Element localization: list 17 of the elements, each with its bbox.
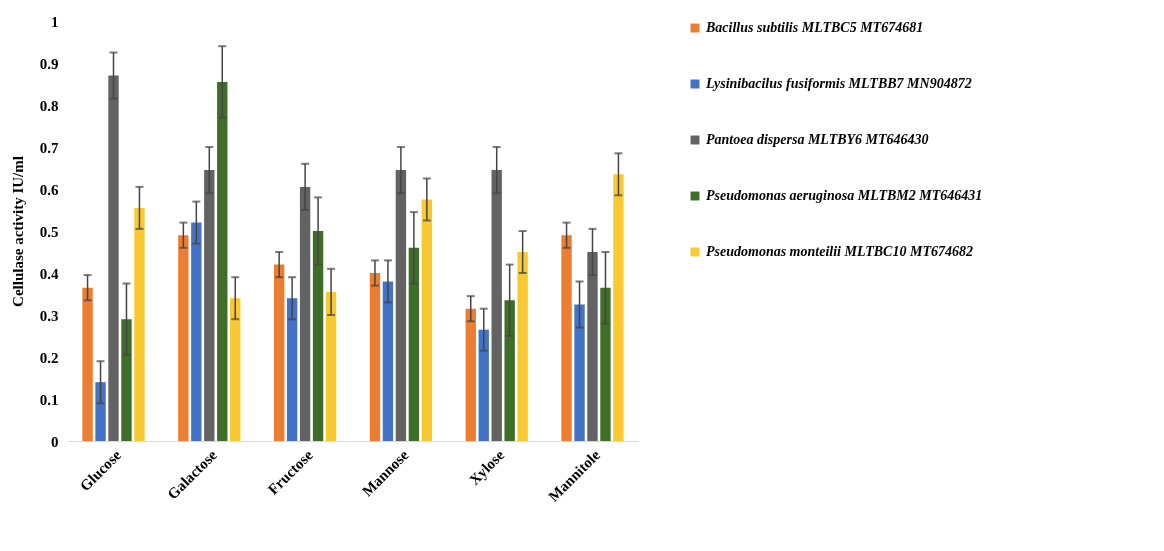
legend-label: Lysinibacilus fusiformis MLTBB7 MN904872 (705, 76, 972, 91)
y-tick-label: 0.4 (39, 265, 59, 282)
legend-label: Bacillus subtilis MLTBC5 MT674681 (705, 20, 924, 35)
y-tick-label: 0.2 (39, 349, 59, 366)
y-tick-label: 0.5 (39, 223, 59, 240)
legend-label: Pantoea dispersa MLTBY6 MT646430 (706, 132, 929, 147)
y-tick-label: 0.1 (39, 391, 59, 408)
y-axis-title: Cellulase activity IU/ml (9, 156, 26, 307)
legend-label: Pseudomonas monteilii MLTBC10 MT674682 (706, 244, 973, 259)
legend-label: Pseudomonas aeruginosa MLTBM2 MT646431 (706, 188, 983, 203)
y-tick-label: 0 (51, 433, 59, 450)
y-tick-label: 0.9 (39, 55, 59, 72)
y-tick-label: 0.3 (39, 307, 59, 324)
y-tick-label: 1 (51, 13, 59, 30)
y-tick-label: 0.8 (39, 97, 59, 114)
y-tick-label: 0.6 (39, 181, 59, 198)
y-tick-label: 0.7 (39, 139, 59, 156)
